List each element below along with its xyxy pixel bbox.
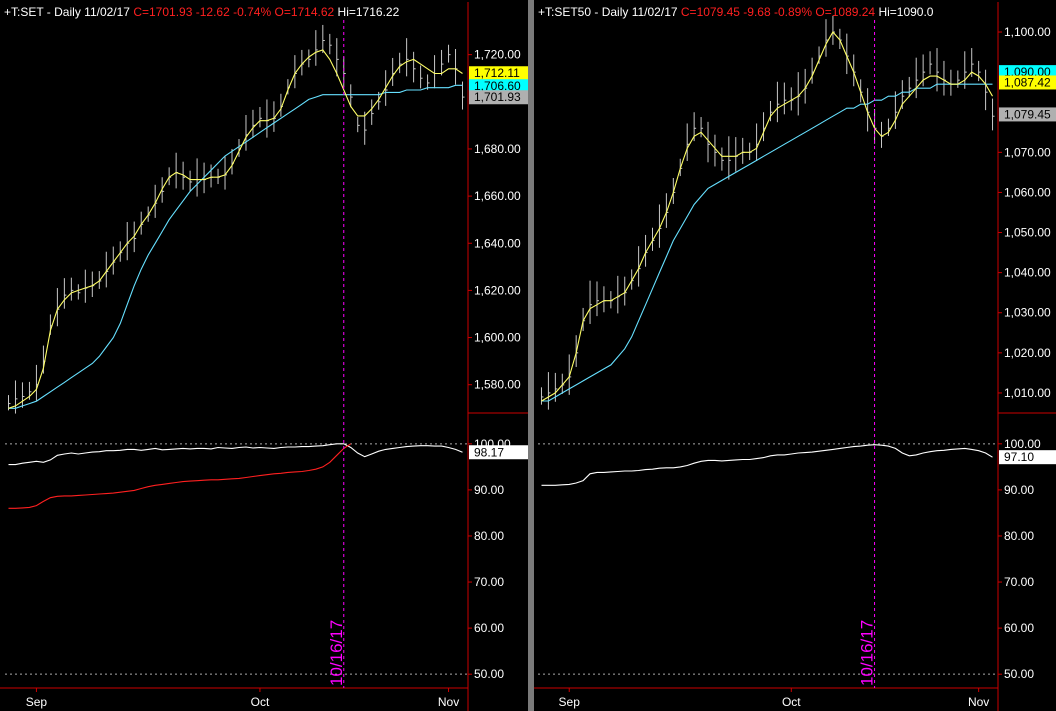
price-tick-label: 1,720.00	[474, 48, 521, 62]
header-date: 11/02/17	[84, 5, 130, 19]
osc-tick-label: 50.00	[474, 667, 504, 681]
chart-panel-set: +T:SET - Daily 11/02/17 C=1701.93 -12.62…	[0, 0, 528, 711]
x-tick-label: Oct	[251, 695, 270, 709]
chart-svg-set50: +T:SET50 - Daily 11/02/17 C=1079.45 -9.6…	[534, 2, 1056, 711]
header-period: Daily	[54, 5, 81, 19]
x-tick-label: Sep	[26, 695, 48, 709]
osc-tick-label: 70.00	[474, 575, 504, 589]
price-tick-label: 1,010.00	[1004, 386, 1051, 400]
price-tick-label: 1,600.00	[474, 331, 521, 345]
price-tick-label: 1,020.00	[1004, 346, 1051, 360]
header-period: Daily	[602, 5, 629, 19]
price-tag-label: 1,079.45	[1004, 107, 1051, 121]
osc-tick-label: 90.00	[1004, 483, 1034, 497]
price-tag-box	[469, 66, 528, 81]
osc-tick-label: 80.00	[1004, 529, 1034, 543]
price-tick-label: 1,620.00	[474, 283, 521, 297]
price-tick-label: 1,100.00	[1004, 25, 1051, 39]
chart-svg-set: +T:SET - Daily 11/02/17 C=1701.93 -12.62…	[0, 2, 528, 711]
osc-main-line	[541, 444, 993, 486]
x-tick-label: Oct	[782, 695, 801, 709]
header-open: O=1089.24	[815, 5, 875, 19]
chart-header: +T:SET - Daily 11/02/17 C=1701.93 -12.62…	[4, 5, 400, 19]
chart-header: +T:SET50 - Daily 11/02/17 C=1079.45 -9.6…	[538, 5, 934, 19]
ma-fast-line	[8, 49, 463, 409]
osc-tick-label: 100.00	[1004, 437, 1041, 451]
osc-tick-label: 60.00	[1004, 621, 1034, 635]
osc-secondary-line	[8, 443, 352, 509]
header-pct: -0.89%	[774, 5, 812, 19]
price-tick-label: 1,640.00	[474, 236, 521, 250]
header-symbol: +T:SET50	[538, 5, 591, 19]
header-change: -9.68	[743, 5, 771, 19]
osc-tag-label: 97.10	[1004, 450, 1034, 464]
date-marker-label: 10/16/17	[327, 620, 346, 686]
panel-divider[interactable]	[528, 0, 534, 711]
price-tick-label: 1,030.00	[1004, 306, 1051, 320]
osc-tick-label: 90.00	[474, 483, 504, 497]
price-tag-label: 1,701.93	[474, 90, 521, 104]
price-tag-box	[999, 75, 1056, 90]
price-tick-label: 1,580.00	[474, 378, 521, 392]
osc-tick-label: 60.00	[474, 621, 504, 635]
price-tick-label: 1,040.00	[1004, 266, 1051, 280]
ma-slow-line	[541, 83, 993, 402]
price-tick-label: 1,060.00	[1004, 185, 1051, 199]
osc-tag-box	[469, 445, 528, 460]
header-sep: -	[591, 5, 602, 19]
header-symbol: +T:SET	[4, 5, 44, 19]
header-high: Hi=1716.22	[338, 5, 400, 19]
ma-fast-line	[541, 31, 993, 402]
osc-tick-label: 50.00	[1004, 667, 1034, 681]
header-close: C=1079.45	[681, 5, 740, 19]
x-tick-label: Nov	[438, 695, 459, 709]
price-tick-label: 1,070.00	[1004, 145, 1051, 159]
header-pct: -0.74%	[233, 5, 271, 19]
price-tag-box	[469, 90, 528, 105]
date-marker-label: 10/16/17	[858, 620, 877, 686]
osc-tick-label: 70.00	[1004, 575, 1034, 589]
header-high: Hi=1090.0	[878, 5, 933, 19]
ma-slow-line	[8, 84, 463, 409]
osc-tick-label: 80.00	[474, 529, 504, 543]
osc-tag-label: 98.17	[474, 445, 504, 459]
header-open: O=1714.62	[274, 5, 334, 19]
price-tick-label: 1,050.00	[1004, 226, 1051, 240]
x-tick-label: Sep	[559, 695, 581, 709]
header-date: 11/02/17	[632, 5, 678, 19]
chart-panel-set50: +T:SET50 - Daily 11/02/17 C=1079.45 -9.6…	[534, 0, 1056, 711]
price-tag-box	[999, 107, 1056, 122]
price-tag-label: 1,087.42	[1004, 75, 1051, 89]
price-tag-label: 1,706.60	[474, 79, 521, 93]
header-close: C=1701.93	[133, 5, 192, 19]
x-tick-label: Nov	[968, 695, 989, 709]
header-sep: -	[43, 5, 54, 19]
osc-main-line	[8, 443, 463, 466]
price-tick-label: 1,680.00	[474, 142, 521, 156]
osc-tag-box	[999, 450, 1056, 465]
price-tag-label: 1,712.11	[474, 66, 520, 80]
price-tag-box	[469, 79, 528, 94]
header-change: -12.62	[196, 5, 230, 19]
price-tick-label: 1,660.00	[474, 189, 521, 203]
